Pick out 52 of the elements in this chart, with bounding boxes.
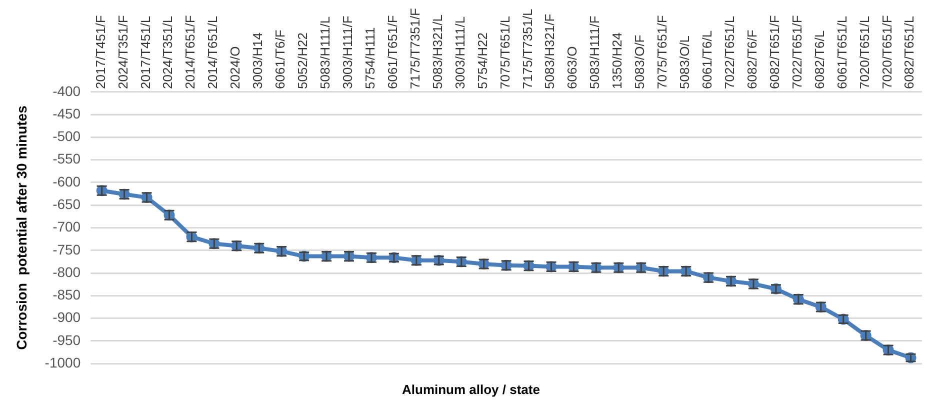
x-tick-label: 7020/T651/L bbox=[856, 16, 872, 89]
x-tick-label: 6082/T651/F bbox=[766, 15, 782, 89]
y-tick-label: -400 bbox=[52, 82, 81, 99]
x-tick-label: 6082/T6/L bbox=[812, 30, 827, 89]
y-tick-label: -550 bbox=[52, 150, 81, 167]
y-axis-title: Corrosion potential after 30 minutes bbox=[13, 105, 30, 350]
x-tick-label: 1350/H24 bbox=[610, 32, 625, 89]
x-tick-label: 7022/T651/L bbox=[722, 16, 737, 89]
x-tick-label: 6061/T651/F bbox=[384, 15, 400, 89]
x-tick-label: 5754/H22 bbox=[474, 32, 490, 89]
y-tick-label: -700 bbox=[52, 218, 81, 235]
y-tick-label: -450 bbox=[52, 105, 81, 122]
x-tick-label: 5083/H321/F bbox=[542, 14, 558, 89]
x-tick-label: 6063/O bbox=[564, 46, 580, 89]
x-tick-label: 2024/O bbox=[228, 46, 243, 89]
x-tick-label: 3003/H111/L bbox=[452, 16, 468, 89]
x-tick-label: 2014/T651/F bbox=[182, 15, 198, 89]
x-tick-label: 7075/T651/L bbox=[497, 16, 512, 89]
x-tick-label: 5083/H111/F bbox=[587, 16, 602, 89]
y-tick-label: -900 bbox=[52, 309, 81, 326]
x-tick-label: 7020/T651/F bbox=[879, 15, 894, 89]
x-tick-label: 7075/T651/F bbox=[654, 15, 670, 89]
x-tick-label: 5083/H111/L bbox=[318, 16, 333, 89]
x-tick-label: 6061/T6/L bbox=[700, 30, 715, 89]
x-tick-label: 5083/H321/L bbox=[430, 14, 445, 89]
x-tick-label: 2017/T451/L bbox=[138, 16, 153, 89]
x-tick-label: 2024/T351/F bbox=[115, 15, 130, 89]
x-tick-label: 2024/T351/L bbox=[160, 16, 176, 89]
x-tick-label: 6082/T6/F bbox=[744, 30, 760, 89]
x-tick-label: 6082/T651/L bbox=[902, 16, 917, 89]
x-tick-label: 5052/H22 bbox=[295, 32, 310, 89]
x-tick-label: 3003/H111/F bbox=[340, 16, 355, 89]
x-tick-label: 7175/T7351/F bbox=[407, 8, 422, 89]
x-tick-label: 7175/T7351/L bbox=[520, 8, 535, 89]
x-tick-label: 6061/T6/F bbox=[272, 30, 288, 89]
x-tick-label: 6061/T651/L bbox=[834, 16, 850, 89]
x-tick-label: 5083/O/L bbox=[677, 35, 692, 89]
y-tick-label: -950 bbox=[52, 332, 81, 348]
y-tick-label: -650 bbox=[52, 196, 81, 212]
x-tick-label: 3003/H14 bbox=[250, 32, 266, 89]
x-tick-label: 2017/T451/F bbox=[92, 15, 108, 89]
y-tick-label: -750 bbox=[52, 241, 81, 258]
y-tick-label: -500 bbox=[52, 128, 81, 144]
x-tick-label: 7022/T651/F bbox=[789, 15, 804, 89]
y-tick-label: -1000 bbox=[44, 354, 81, 370]
y-tick-label: -600 bbox=[52, 173, 81, 190]
y-tick-label: -850 bbox=[52, 286, 81, 303]
x-axis-title: Aluminum alloy / state bbox=[401, 382, 541, 397]
x-tick-label: 5754/H111 bbox=[362, 27, 378, 89]
x-tick-label: 2014/T651/L bbox=[205, 16, 220, 89]
x-tick-label: 5083/O/F bbox=[632, 34, 648, 89]
y-tick-label: -800 bbox=[52, 264, 81, 280]
